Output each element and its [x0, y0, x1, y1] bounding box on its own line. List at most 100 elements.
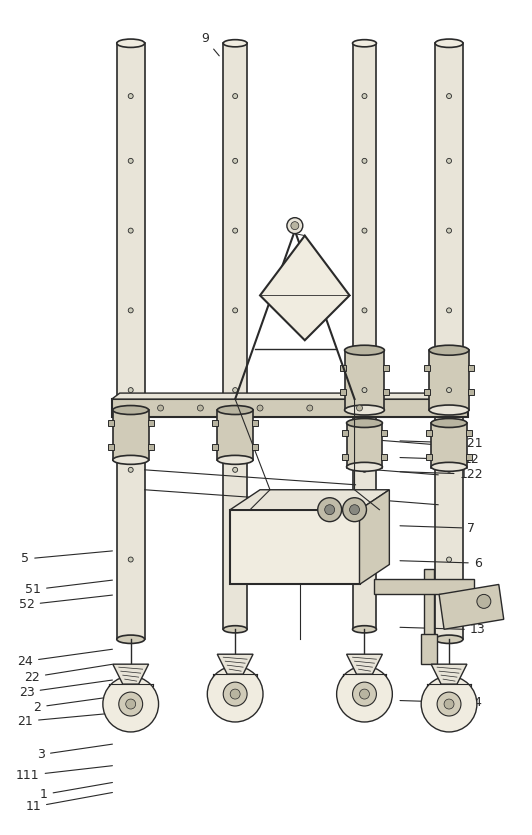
Bar [342, 430, 347, 436]
Circle shape [362, 159, 367, 164]
Ellipse shape [223, 625, 247, 633]
Circle shape [291, 221, 299, 230]
Bar [431, 423, 467, 468]
Circle shape [128, 387, 133, 392]
Circle shape [437, 692, 461, 716]
Circle shape [103, 676, 159, 732]
Circle shape [446, 468, 452, 473]
Bar [339, 389, 346, 395]
Circle shape [356, 405, 362, 411]
Circle shape [362, 228, 367, 233]
Ellipse shape [117, 635, 145, 644]
Text: 111: 111 [16, 766, 112, 782]
Text: 3: 3 [37, 744, 112, 761]
Text: 22: 22 [24, 665, 112, 684]
Polygon shape [439, 584, 504, 630]
Text: 21: 21 [18, 713, 112, 728]
Bar [252, 420, 258, 426]
Circle shape [337, 666, 392, 722]
Circle shape [157, 405, 163, 411]
Text: 7: 7 [400, 522, 475, 534]
Circle shape [126, 699, 136, 709]
Text: 51: 51 [25, 580, 112, 596]
Circle shape [128, 228, 133, 233]
Circle shape [232, 94, 238, 99]
Bar [147, 420, 154, 426]
Bar [381, 454, 387, 460]
Circle shape [128, 94, 133, 99]
Circle shape [223, 682, 247, 706]
Text: 24: 24 [18, 650, 112, 668]
Ellipse shape [429, 345, 469, 355]
Bar [353, 43, 377, 630]
Ellipse shape [217, 406, 253, 414]
Circle shape [128, 468, 133, 473]
Polygon shape [230, 490, 389, 509]
Text: 122: 122 [400, 468, 483, 481]
Text: 23: 23 [19, 680, 112, 699]
Circle shape [362, 387, 367, 392]
Bar [466, 430, 472, 436]
Ellipse shape [345, 405, 385, 415]
Bar [384, 389, 389, 395]
Bar [117, 43, 145, 640]
Ellipse shape [435, 635, 463, 644]
Bar [212, 420, 218, 426]
Bar [252, 444, 258, 450]
Circle shape [446, 94, 452, 99]
Circle shape [197, 405, 203, 411]
Circle shape [477, 595, 491, 609]
Circle shape [446, 159, 452, 164]
Circle shape [232, 308, 238, 313]
Bar [345, 350, 385, 410]
Circle shape [446, 228, 452, 233]
Circle shape [207, 666, 263, 722]
Bar [212, 444, 218, 450]
Ellipse shape [353, 39, 377, 47]
Circle shape [343, 498, 367, 522]
Bar [113, 410, 148, 460]
Polygon shape [346, 654, 383, 674]
Bar [435, 43, 463, 640]
Circle shape [232, 228, 238, 233]
Circle shape [232, 387, 238, 392]
Ellipse shape [431, 418, 467, 428]
Circle shape [318, 498, 342, 522]
Ellipse shape [429, 405, 469, 415]
Ellipse shape [431, 463, 467, 471]
Ellipse shape [113, 455, 148, 464]
Ellipse shape [117, 39, 145, 48]
Circle shape [128, 308, 133, 313]
Bar [424, 365, 430, 371]
Bar [112, 399, 468, 417]
Text: 1: 1 [40, 782, 112, 801]
Bar [147, 444, 154, 450]
Circle shape [421, 676, 477, 732]
Ellipse shape [223, 39, 247, 47]
Circle shape [360, 689, 369, 699]
Polygon shape [112, 393, 468, 399]
Bar [339, 365, 346, 371]
Bar [426, 430, 432, 436]
Circle shape [257, 405, 263, 411]
Circle shape [353, 682, 377, 706]
Text: 5: 5 [21, 551, 112, 565]
Text: 121: 121 [400, 437, 483, 450]
Bar [426, 454, 432, 460]
Circle shape [446, 387, 452, 392]
Bar [421, 635, 437, 664]
Ellipse shape [346, 418, 383, 428]
Polygon shape [113, 664, 148, 684]
Bar [108, 420, 114, 426]
Ellipse shape [345, 345, 385, 355]
Ellipse shape [346, 463, 383, 471]
Ellipse shape [217, 455, 253, 464]
Circle shape [307, 405, 313, 411]
Circle shape [350, 504, 360, 514]
Circle shape [230, 689, 240, 699]
Bar [108, 444, 114, 450]
Text: 8: 8 [400, 589, 481, 601]
Polygon shape [360, 490, 389, 584]
Polygon shape [260, 235, 350, 340]
Text: 11: 11 [25, 792, 112, 813]
